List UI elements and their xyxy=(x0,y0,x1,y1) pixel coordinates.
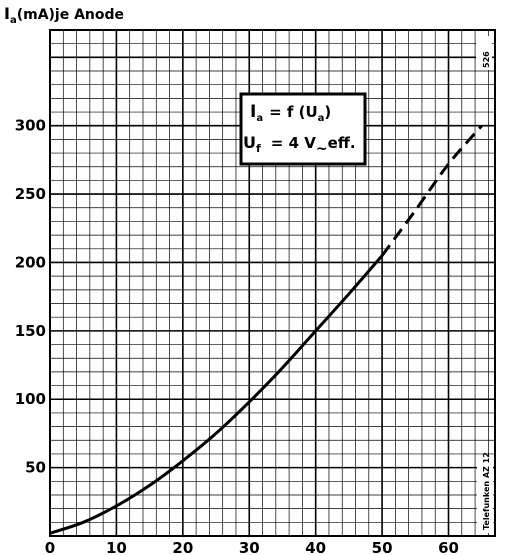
x-tick-label: 0 xyxy=(45,539,55,555)
x-tick-label: 30 xyxy=(239,539,260,555)
grid-minor xyxy=(50,29,495,536)
x-tick-labels: 0 10 20 30 40 50 60 xyxy=(45,539,459,555)
plot-frame xyxy=(49,29,496,537)
annotation-frame xyxy=(239,92,367,166)
corner-code: 526 xyxy=(482,51,491,68)
y-tick-label: 250 xyxy=(15,185,46,203)
y-tick-label: 50 xyxy=(25,459,46,477)
x-tick-label: 60 xyxy=(438,539,459,555)
x-tick-label: 50 xyxy=(372,539,393,555)
x-tick-label: 20 xyxy=(172,539,193,555)
y-tick-label: 300 xyxy=(15,117,46,135)
series-group xyxy=(49,124,483,535)
annotation-line-2: Uf = 4 V~eff. xyxy=(243,133,356,157)
y-tick-labels: 50 100 150 200 250 300 xyxy=(15,117,46,477)
y-tick-label: 200 xyxy=(15,253,46,271)
series-line xyxy=(49,254,384,535)
annotation-line-1: Ia = f (Ua) xyxy=(250,102,331,124)
y-axis-label: Ia(mA)je Anode xyxy=(4,4,124,26)
corner-code-backing xyxy=(476,36,492,70)
x-tick-label: 10 xyxy=(106,539,127,555)
series-line-extrapolated xyxy=(380,124,483,257)
side-label: Telefunken AZ 12 xyxy=(482,452,491,530)
y-tick-label: 150 xyxy=(15,322,46,340)
y-tick-label: 100 xyxy=(15,390,46,408)
side-label-backing xyxy=(477,455,493,533)
x-tick-label: 40 xyxy=(305,539,326,555)
annotation-box: Ia = f (Ua) Uf = 4 V~eff. xyxy=(239,92,367,166)
